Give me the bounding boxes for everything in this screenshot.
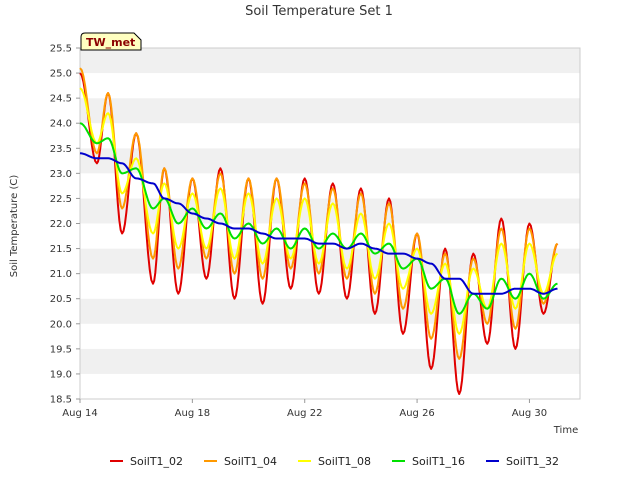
y-tick-label: 20.0 — [50, 319, 72, 330]
chart-title: Soil Temperature Set 1 — [245, 4, 393, 19]
legend-label: SoilT1_32 — [506, 455, 559, 468]
y-tick-label: 21.5 — [50, 244, 72, 255]
x-tick-label: Aug 22 — [287, 408, 322, 419]
grid-band — [80, 148, 580, 174]
legend-item-soilt1_02: SoilT1_02 — [110, 455, 183, 468]
grid-band — [80, 98, 580, 124]
site-tag: TW_met — [80, 32, 142, 51]
site-tag-label: TW_met — [86, 36, 135, 49]
legend-label: SoilT1_04 — [224, 455, 277, 468]
grid-band — [80, 73, 580, 99]
grid-band — [80, 298, 580, 324]
x-tick-label: Aug 14 — [62, 408, 97, 419]
series-line-soilt1_32 — [79, 152, 558, 295]
y-tick-label: 25.5 — [50, 44, 72, 55]
legend: SoilT1_02 SoilT1_04 SoilT1_08 SoilT1_16 Soil… — [110, 455, 559, 468]
y-tick-label: 22.0 — [50, 219, 72, 230]
y-tick-label: 21.0 — [50, 269, 72, 280]
legend-label: SoilT1_16 — [412, 455, 465, 468]
y-tick-label: 23.0 — [50, 169, 72, 180]
grid-band — [80, 123, 580, 149]
legend-item-soilt1_04: SoilT1_04 — [204, 455, 277, 468]
y-axis-title: Soil Temperature (C) — [9, 175, 20, 278]
legend-item-soilt1_32: SoilT1_32 — [486, 455, 559, 468]
y-axis: 18.5 19.0 19.5 20.0 20.5 21.0 21.5 22.0 22.5 23.0… — [50, 44, 80, 406]
grid-bands — [80, 48, 580, 399]
x-axis: Aug 14 Aug 18 Aug 22 Aug 26 Aug 30 — [62, 399, 547, 419]
x-tick-label: Aug 30 — [512, 408, 547, 419]
y-tick-label: 24.0 — [50, 119, 72, 130]
x-tick-label: Aug 18 — [175, 408, 210, 419]
series-lines — [79, 67, 559, 395]
y-tick-label: 18.5 — [50, 395, 72, 406]
y-tick-label: 23.5 — [50, 144, 72, 155]
grid-band — [80, 48, 580, 74]
grid-band — [80, 323, 580, 349]
y-tick-label: 20.5 — [50, 294, 72, 305]
grid-band — [80, 348, 580, 374]
legend-label: SoilT1_02 — [130, 455, 183, 468]
legend-label: SoilT1_08 — [318, 455, 371, 468]
series-line-soilt1_16 — [79, 122, 558, 315]
x-tick-label: Aug 26 — [399, 408, 434, 419]
legend-item-soilt1_16: SoilT1_16 — [392, 455, 465, 468]
legend-item-soilt1_08: SoilT1_08 — [298, 455, 371, 468]
site-tag-box — [80, 32, 142, 51]
x-axis-title: Time — [553, 425, 578, 436]
y-tick-label: 25.0 — [50, 69, 72, 80]
y-tick-label: 22.5 — [50, 194, 72, 205]
grid-band — [80, 373, 580, 399]
y-tick-label: 19.0 — [50, 369, 72, 380]
y-tick-label: 19.5 — [50, 344, 72, 355]
y-tick-label: 24.5 — [50, 94, 72, 105]
